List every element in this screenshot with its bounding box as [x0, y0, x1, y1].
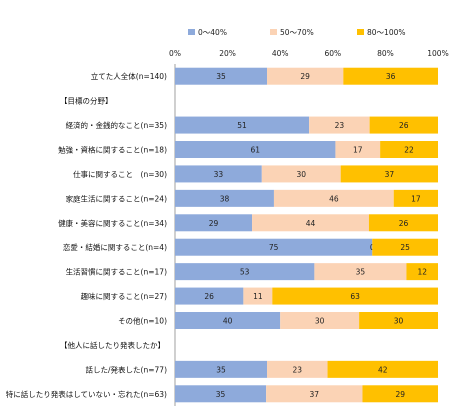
data-label: 12 [417, 268, 427, 277]
legend-swatch [188, 29, 195, 35]
bar-segment [175, 263, 315, 281]
bar-segment [175, 116, 310, 134]
row-label: 話した/発表した(n=77) [86, 364, 168, 374]
data-label: 17 [411, 194, 421, 203]
bar-segment [362, 385, 438, 403]
data-label: 40 [223, 317, 233, 326]
data-label: 44 [306, 219, 316, 228]
data-label: 35 [216, 72, 226, 81]
bar-segment [175, 385, 267, 403]
data-label: 46 [329, 194, 339, 203]
bar-segment [314, 263, 407, 281]
data-label: 11 [253, 292, 263, 301]
legend-label: 0～40% [198, 28, 227, 37]
data-label: 37 [310, 390, 320, 399]
bar-segment [393, 189, 438, 207]
data-label: 23 [335, 121, 345, 130]
row-label: 仕事に関すること (n=30) [73, 169, 167, 179]
data-label: 35 [216, 390, 226, 399]
data-label: 22 [404, 146, 414, 155]
data-label: 30 [315, 317, 325, 326]
data-label: 30 [296, 170, 306, 179]
legend-swatch [357, 29, 364, 35]
data-label: 26 [399, 219, 409, 228]
row-label: 恋愛・結婚に関すること(n=4) [63, 242, 167, 252]
data-label: 63 [350, 292, 360, 301]
bar-segment [272, 287, 438, 305]
bar-segment [266, 385, 363, 403]
legend-label: 50～70% [280, 28, 314, 37]
bar-segment [267, 360, 328, 378]
x-tick-label: 80% [377, 49, 394, 58]
data-label: 38 [220, 194, 230, 203]
bar-segment [368, 214, 438, 232]
data-label: 26 [399, 121, 409, 130]
row-label: 健康・美容に関すること(n=34) [58, 218, 167, 228]
bar-segment [309, 116, 370, 134]
bar-segment [175, 67, 268, 85]
bar-segment [335, 141, 381, 158]
bar-segment [372, 238, 438, 256]
bar-segment [175, 214, 253, 232]
bar-segment [267, 67, 344, 85]
data-label: 33 [214, 170, 224, 179]
x-tick-label: 20% [219, 49, 236, 58]
row-label: 趣味に関すること(n=27) [81, 291, 168, 301]
data-label: 42 [378, 365, 388, 374]
data-label: 36 [386, 72, 396, 81]
data-label: 35 [356, 268, 366, 277]
bar-segment [327, 360, 438, 378]
data-label: 29 [209, 219, 219, 228]
legend-swatch [270, 29, 277, 35]
bar-segment [359, 312, 438, 329]
row-label: 【目標の分野】 [60, 96, 113, 106]
bar-segment [380, 141, 438, 158]
row-label: 経済的・金銭的なこと(n=35) [66, 120, 168, 130]
row-label: 立てた人全体(n=140) [91, 71, 167, 81]
x-tick-label: 40% [272, 49, 289, 58]
data-label: 29 [395, 390, 405, 399]
row-label: その他(n=10) [118, 316, 167, 326]
bar-segment [406, 263, 438, 281]
bar-segment [175, 165, 262, 183]
bar-segment [369, 116, 438, 134]
x-tick-label: 100% [427, 49, 448, 58]
bar-segment [252, 214, 369, 232]
data-label: 17 [353, 146, 363, 155]
data-label: 29 [300, 72, 310, 81]
data-label: 35 [216, 365, 226, 374]
row-label: 家庭生活に関すること(n=24) [66, 193, 168, 203]
bar-segment [175, 287, 244, 305]
bar-segment [280, 312, 360, 329]
data-label: 75 [269, 243, 279, 252]
bar-segment [340, 165, 438, 183]
x-tick-label: 60% [324, 49, 341, 58]
data-label: 30 [394, 317, 404, 326]
row-label: 生活習慣に関すること(n=17) [66, 267, 168, 277]
bar-segment [175, 360, 268, 378]
legend-label: 80～100% [367, 28, 406, 37]
data-label: 26 [204, 292, 214, 301]
bar-segment [175, 141, 336, 158]
data-label: 53 [240, 268, 250, 277]
row-label: 勉強・資格に関すること(n=18) [58, 145, 167, 155]
bar-segment [343, 67, 438, 85]
row-label: 【他人に話したり発表したか】 [60, 340, 165, 350]
bar-segment [175, 312, 281, 329]
bar-segment [175, 238, 373, 256]
bar-segment [243, 287, 273, 305]
data-label: 61 [250, 146, 260, 155]
x-tick-label: 0% [169, 49, 181, 58]
row-label: 特に話したり発表はしていない・忘れた(n=63) [6, 389, 167, 399]
data-label: 23 [293, 365, 303, 374]
data-label: 51 [237, 121, 247, 130]
bar-segment [273, 189, 394, 207]
data-label: 37 [385, 170, 395, 179]
bar-segment [175, 189, 274, 207]
bar-segment [261, 165, 341, 183]
data-label: 25 [400, 243, 410, 252]
